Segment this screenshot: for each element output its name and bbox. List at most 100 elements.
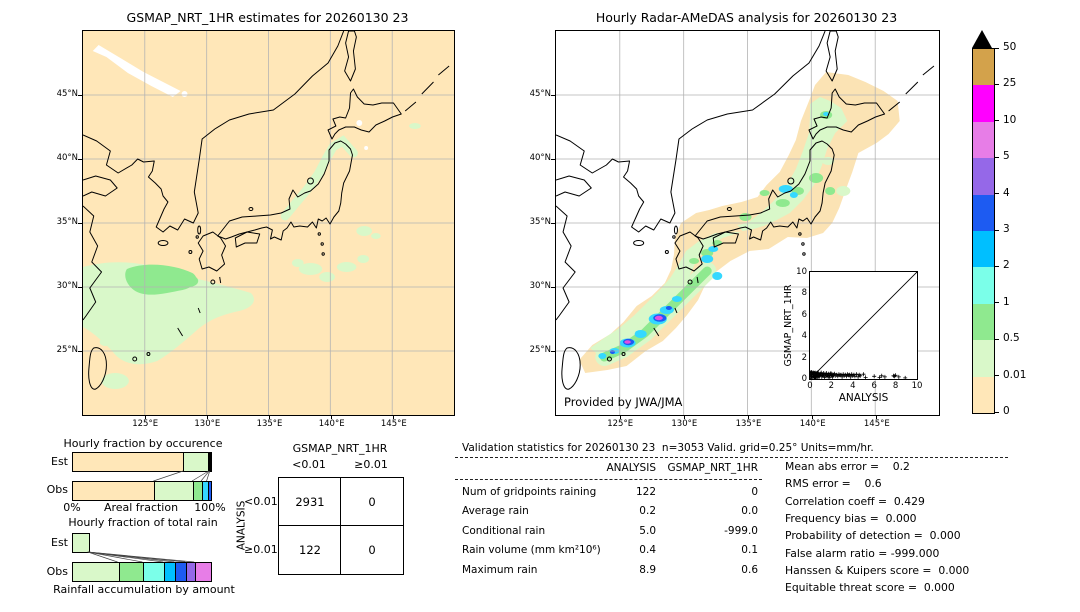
lon-tick-label: 135°E bbox=[256, 419, 283, 429]
data-credit: Provided by JWA/JMA bbox=[564, 395, 683, 409]
inset-x-tick: 4 bbox=[850, 381, 856, 391]
validation-analysis-value: 5.0 bbox=[639, 524, 656, 537]
colorbar-scale bbox=[972, 48, 995, 414]
colorbar-tick-label: 3 bbox=[1003, 223, 1010, 235]
gsmap-precip-light bbox=[83, 123, 421, 389]
contingency-table: GSMAP_NRT_1HR <0.01 ≥0.01 ANALYSIS <0.01… bbox=[230, 440, 420, 590]
lat-tick-label: 40°N bbox=[529, 153, 551, 163]
scatter-canvas bbox=[808, 271, 918, 380]
contingency-cell-hit-none: 2931 bbox=[295, 495, 325, 509]
occurrence-connectors bbox=[153, 470, 211, 482]
gsmap-estimate-map: 45°N 40°N 35°N 30°N 25°N 125°E 130°E 135°E 140°E… bbox=[57, 30, 455, 429]
lon-tick-label: 125°E bbox=[607, 419, 634, 429]
radar-precip-heavy bbox=[598, 112, 830, 359]
scatter-points bbox=[808, 370, 908, 380]
colorbar-over-arrow bbox=[972, 30, 992, 48]
validation-analysis-value: 8.9 bbox=[639, 563, 656, 576]
occurrence-obs-label: Obs bbox=[46, 483, 68, 496]
lat-tick-label: 40°N bbox=[56, 153, 78, 163]
inset-y-tick: 10 bbox=[796, 267, 807, 277]
left-map-title: GSMAP_NRT_1HR estimates for 20260130 23 bbox=[126, 10, 409, 25]
colorbar-tick-label: 50 bbox=[1003, 41, 1017, 53]
score-line: Hanssen & Kuipers score = 0.000 bbox=[785, 563, 970, 577]
radar-amedas-map: Provided by JWA/JMA ANALYSIS GSMAP_NRT_1… bbox=[530, 30, 940, 429]
lat-tick-label: 25°N bbox=[56, 345, 78, 355]
score-line: Frequency bias = 0.000 bbox=[785, 511, 917, 525]
contingency-row-label-1: <0.01 bbox=[244, 495, 278, 508]
score-line: RMS error = 0.6 bbox=[785, 477, 882, 491]
inset-y-tick: 2 bbox=[801, 352, 807, 363]
lon-tick-label: 145°E bbox=[380, 419, 407, 429]
lat-tick-label: 30°N bbox=[529, 281, 551, 291]
contingency-row-title: ANALYSIS bbox=[235, 500, 248, 551]
colorbar-tick-label: 4 bbox=[1003, 186, 1010, 199]
lat-tick-label: 35°N bbox=[529, 217, 551, 227]
contingency-row-label-2: ≥0.01 bbox=[244, 543, 278, 556]
gsmap-map-canvas bbox=[83, 31, 454, 415]
occurrence-est-bar bbox=[72, 452, 212, 472]
totalrain-est-bar bbox=[72, 533, 90, 553]
colorbar-tick-label: 1 bbox=[1003, 295, 1010, 308]
one-to-one-line bbox=[809, 271, 918, 380]
lat-tick-label: 45°N bbox=[56, 89, 78, 99]
contingency-grid: 2931 0 122 0 bbox=[278, 477, 404, 575]
lat-tick-label: 35°N bbox=[56, 217, 78, 227]
validation-gsmap-value: 0.6 bbox=[741, 563, 758, 576]
colorbar-tick-label: 0.01 bbox=[1003, 368, 1027, 381]
validation-row-label: Conditional rain bbox=[462, 524, 546, 537]
inset-x-tick: 2 bbox=[828, 381, 835, 391]
totalrain-obs-bar bbox=[72, 562, 212, 582]
totalrain-est-label: Est bbox=[51, 536, 68, 549]
lat-tick-label: 30°N bbox=[56, 281, 78, 291]
divider-header bbox=[455, 479, 762, 480]
validation-gsmap-value: -999.0 bbox=[724, 524, 758, 537]
contingency-cell-hit: 0 bbox=[368, 543, 376, 557]
radar-map-canvas bbox=[556, 31, 939, 415]
occurrence-obs-bar bbox=[72, 481, 212, 501]
contingency-cell-miss: 122 bbox=[299, 543, 321, 557]
contingency-col-label-1: <0.01 bbox=[292, 458, 326, 471]
inset-x-tick: 6 bbox=[871, 381, 877, 391]
lat-tick-label: 45°N bbox=[529, 89, 551, 99]
lon-tick-label: 130°E bbox=[671, 419, 698, 429]
colorbar-tick-label: 0.5 bbox=[1003, 332, 1020, 345]
colorbar-tick-label: 2 bbox=[1003, 259, 1010, 272]
lat-tick-label: 25°N bbox=[529, 345, 551, 355]
score-line: Mean abs error = 0.2 bbox=[785, 460, 910, 473]
gridlines bbox=[83, 31, 454, 415]
validation-gsmap-value: 0.1 bbox=[741, 544, 758, 557]
colorbar-tick-label: 25 bbox=[1003, 77, 1017, 90]
lon-tick-label: 145°E bbox=[863, 419, 890, 429]
divider-top bbox=[455, 457, 1008, 458]
score-line: Correlation coeff = 0.429 bbox=[785, 494, 925, 508]
inset-y-tick: 8 bbox=[801, 288, 807, 299]
occurrence-axis-min: 0% bbox=[63, 501, 81, 514]
totalrain-connectors bbox=[87, 551, 195, 563]
validation-statistics-panel: Validation statistics for 20260130 23 n=… bbox=[455, 440, 1008, 600]
validation-analysis-value: 122 bbox=[635, 486, 656, 498]
score-line: False alarm ratio = -999.000 bbox=[785, 546, 940, 560]
no-data-areas bbox=[92, 45, 369, 150]
validation-title: Validation statistics for 20260130 23 n=… bbox=[462, 442, 874, 454]
totalrain-caption: Rainfall accumulation by amount bbox=[53, 583, 235, 596]
contingency-col-title: GSMAP_NRT_1HR bbox=[292, 442, 388, 455]
validation-gsmap-value: 0.0 bbox=[741, 505, 758, 518]
score-line: Equitable threat score = 0.000 bbox=[785, 581, 955, 595]
inset-x-tick: 0 bbox=[807, 381, 813, 391]
inset-x-axis-label: ANALYSIS bbox=[838, 392, 889, 404]
occurrence-axis-max: 100% bbox=[194, 501, 226, 514]
lon-tick-label: 140°E bbox=[799, 419, 826, 429]
lon-tick-label: 130°E bbox=[194, 419, 221, 429]
precipitation-colorbar: 0 0.01 0.5 1 2 3 4 5 10 25 50 bbox=[972, 30, 1052, 420]
validation-row-label: Rain volume (mm km²10⁶) bbox=[462, 544, 601, 557]
inset-y-tick: 4 bbox=[801, 331, 807, 342]
validation-analysis-value: 0.2 bbox=[639, 505, 656, 518]
occurrence-axis-title: Areal fraction bbox=[103, 501, 179, 514]
inset-scatter-plot: ANALYSIS GSMAP_NRT_1HR 0 2 4 6 8 10 0 2 4 6 8 10 bbox=[783, 267, 922, 404]
validation-col-analysis: ANALYSIS bbox=[606, 462, 656, 474]
lon-tick-label: 135°E bbox=[735, 419, 762, 429]
inset-y-tick: 0 bbox=[801, 374, 807, 384]
occurrence-est-label: Est bbox=[51, 455, 68, 468]
validation-row-label: Num of gridpoints raining bbox=[462, 486, 597, 498]
